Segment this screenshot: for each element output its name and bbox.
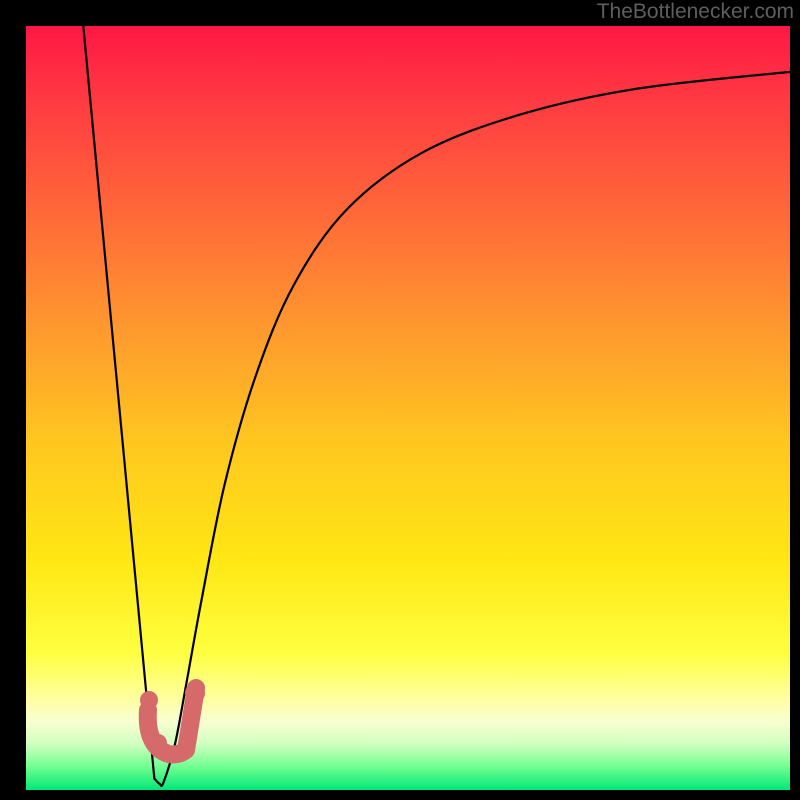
chart-canvas: TheBottlenecker.com [0, 0, 800, 800]
chart-svg [0, 0, 800, 800]
marker-dot [149, 734, 167, 752]
marker-dot [140, 691, 158, 709]
marker-dot [185, 683, 205, 703]
watermark-text: TheBottlenecker.com [597, 0, 794, 24]
gradient-background [26, 26, 790, 790]
